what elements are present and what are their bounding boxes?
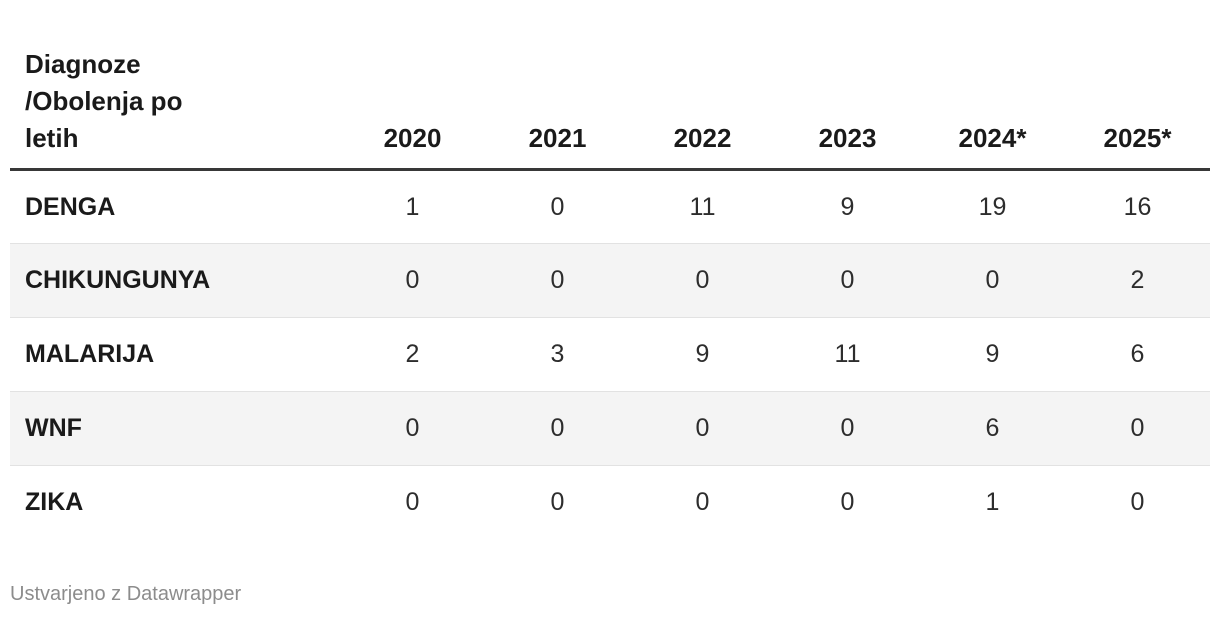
table-cell: 0 (695, 414, 710, 442)
row-label-zika: ZIKA (25, 488, 84, 517)
table-cell: 1 (985, 488, 1000, 517)
table-body: DENGA 1 0 11 9 19 16 CHIKUNGUNYA 0 0 0 0… (10, 170, 1210, 540)
table-title: Diagnoze /Obolenja po letih (10, 0, 340, 171)
table-cell: 0 (405, 414, 420, 442)
table-cell: 0 (550, 266, 565, 294)
table-cell: 16 (1123, 192, 1152, 221)
table-cell: 6 (985, 414, 1000, 442)
datawrapper-attribution-link[interactable]: Ustvarjeno z Datawrapper (10, 582, 242, 605)
table-cell: 0 (695, 488, 710, 517)
row-label-chikungunya: CHIKUNGUNYA (25, 266, 211, 294)
table-row-wnf: WNF 0 0 0 0 6 0 (10, 391, 1210, 466)
table-cell: 9 (695, 340, 710, 368)
table-container: Diagnoze /Obolenja po letih 2020 2021 20… (10, 0, 1210, 540)
table-cell: 6 (1130, 340, 1145, 368)
table-header: Diagnoze /Obolenja po letih 2020 2021 20… (10, 0, 1210, 171)
table-cell: 1 (405, 192, 420, 221)
header-row: Diagnoze /Obolenja po letih 2020 2021 20… (10, 0, 1210, 171)
table-cell: 0 (985, 266, 1000, 294)
table-cell: 0 (405, 488, 420, 517)
column-header-2025: 2025* (1065, 0, 1210, 171)
table-cell: 11 (689, 192, 716, 221)
table-cell: 2 (405, 340, 420, 368)
diagnoses-by-year-table: Diagnoze /Obolenja po letih 2020 2021 20… (10, 0, 1210, 540)
table-cell: 0 (1130, 488, 1145, 517)
table-cell: 19 (978, 192, 1007, 221)
table-cell: 0 (550, 488, 565, 517)
row-label-wnf: WNF (25, 414, 82, 442)
row-label-denga: DENGA (25, 192, 116, 221)
table-cell: 0 (405, 266, 420, 294)
table-cell: 0 (840, 266, 855, 294)
table-cell: 2 (1130, 266, 1145, 294)
row-label-malarija: MALARIJA (25, 340, 155, 368)
table-row-malarija: MALARIJA 2 3 9 11 9 6 (10, 317, 1210, 392)
table-row-denga: DENGA 1 0 11 9 19 16 (10, 170, 1210, 244)
table-row-zika: ZIKA 0 0 0 0 1 0 (10, 465, 1210, 540)
table-cell: 9 (985, 340, 1000, 368)
table-cell: 3 (550, 340, 565, 368)
table-footer: Ustvarjeno z Datawrapper (10, 583, 1210, 606)
column-header-2022: 2022 (630, 0, 775, 171)
table-cell: 0 (840, 414, 855, 442)
table-cell: 0 (695, 266, 710, 294)
column-header-2021: 2021 (485, 0, 630, 171)
column-header-2023: 2023 (775, 0, 920, 171)
table-cell: 0 (840, 488, 855, 517)
table-row-chikungunya: CHIKUNGUNYA 0 0 0 0 0 2 (10, 243, 1210, 318)
table-cell: 0 (550, 192, 565, 221)
column-header-2020: 2020 (340, 0, 485, 171)
column-header-2024: 2024* (920, 0, 1065, 171)
table-cell: 9 (840, 192, 855, 221)
table-cell: 0 (1130, 414, 1145, 442)
table-cell: 11 (834, 340, 861, 368)
table-cell: 0 (550, 414, 565, 442)
